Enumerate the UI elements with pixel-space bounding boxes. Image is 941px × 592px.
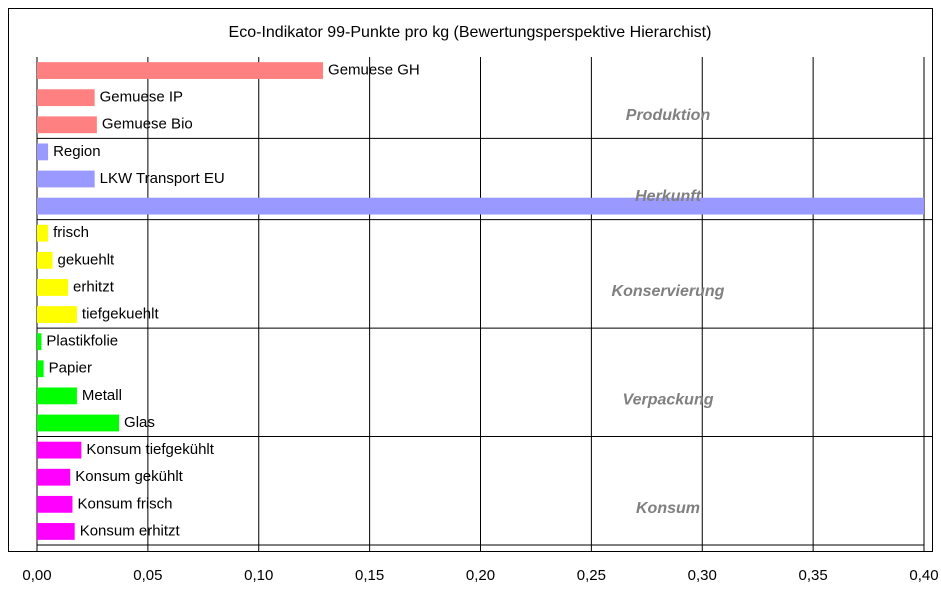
group-label: Herkunft <box>635 188 701 205</box>
x-tick-label: 0,30 <box>688 567 717 584</box>
bar <box>37 279 69 296</box>
bar <box>37 468 71 486</box>
bar <box>37 62 324 79</box>
bar-label: Region <box>53 143 101 160</box>
x-tick-label: 0,25 <box>577 567 606 584</box>
x-tick-label: 0,00 <box>22 567 51 584</box>
bar-label: Gemuese GH <box>328 62 420 79</box>
bar-label: gekuehlt <box>58 251 116 268</box>
group-label: Produktion <box>626 107 711 124</box>
bar <box>37 387 77 405</box>
bar <box>37 360 44 378</box>
bar <box>37 251 53 269</box>
bar-label: erhitzt <box>73 278 115 295</box>
chart-title: Eco-Indikator 99-Punkte pro kg (Bewertun… <box>229 24 712 41</box>
bar-label: Konsum tiefgekühlt <box>86 441 214 458</box>
bar <box>37 523 75 540</box>
x-tick-label: 0,10 <box>244 567 273 584</box>
bar-label: Glas <box>124 414 155 431</box>
bar-label: Konsum erhitzt <box>80 522 181 539</box>
bar-label: Gemuese Bio <box>102 116 193 133</box>
bar <box>37 333 42 351</box>
bar-label: Gemuese IP <box>100 89 183 106</box>
bar-label: tiefgekuehlt <box>82 306 160 323</box>
group-label: Konservierung <box>612 283 725 300</box>
bar <box>37 197 924 215</box>
bar-label: Plastikfolie <box>46 333 118 350</box>
bar-label: Metall <box>82 387 122 404</box>
bar-label: Papier <box>49 360 92 377</box>
bar <box>37 170 95 188</box>
x-tick-label: 0,05 <box>133 567 162 584</box>
bar <box>37 306 77 323</box>
bar-label: LKW Transport EU <box>100 170 225 187</box>
group-label: Konsum <box>636 500 700 517</box>
bar-label: frisch <box>53 224 89 241</box>
bar <box>37 495 73 513</box>
bar <box>37 414 120 432</box>
bar <box>37 89 95 107</box>
x-tick-label: 0,35 <box>799 567 828 584</box>
bar-label: Konsum gekühlt <box>75 468 183 485</box>
bar <box>37 116 97 134</box>
bar <box>37 143 49 161</box>
x-tick-label: 0,40 <box>909 567 938 584</box>
chart-frame <box>8 8 933 552</box>
group-label: Verpackung <box>623 392 714 409</box>
x-tick-label: 0,15 <box>355 567 384 584</box>
x-tick-label: 0,20 <box>466 567 495 584</box>
bar <box>37 441 82 459</box>
bar <box>37 224 49 242</box>
bar-label: Konsum frisch <box>77 495 172 512</box>
